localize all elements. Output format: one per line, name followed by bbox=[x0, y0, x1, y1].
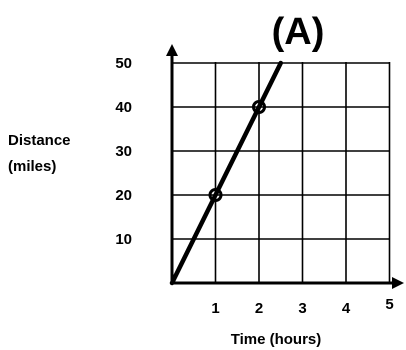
axes bbox=[166, 44, 404, 289]
x-axis-label: Time (hours) bbox=[231, 331, 322, 348]
x-axis-arrow-icon bbox=[392, 277, 404, 289]
x-tick-label-4: 4 bbox=[342, 300, 351, 317]
x-tick-label-2: 2 bbox=[255, 300, 263, 317]
data-point-2-40 bbox=[252, 100, 266, 114]
data-point-1-20 bbox=[208, 188, 223, 202]
y-tick-label-20: 20 bbox=[115, 187, 132, 204]
chart-title: (A) bbox=[272, 11, 325, 53]
tick-labels: 1 2 3 4 5 10 20 30 40 50 bbox=[115, 55, 393, 317]
x-tick-label-5: 5 bbox=[385, 296, 393, 313]
x-tick-label-3: 3 bbox=[298, 300, 306, 317]
x-tick-label-1: 1 bbox=[211, 300, 219, 317]
series-line-0 bbox=[169, 60, 283, 286]
data-points bbox=[208, 100, 266, 202]
y-tick-label-40: 40 bbox=[115, 99, 132, 116]
y-tick-label-10: 10 bbox=[115, 231, 132, 248]
y-axis-label-line2: (miles) bbox=[8, 158, 56, 175]
series bbox=[169, 60, 283, 286]
y-tick-label-30: 30 bbox=[115, 143, 132, 160]
y-axis-arrow-icon bbox=[166, 44, 178, 56]
y-tick-label-50: 50 bbox=[115, 55, 132, 72]
grid bbox=[172, 62, 391, 283]
y-axis-label-line1: Distance bbox=[8, 132, 71, 149]
